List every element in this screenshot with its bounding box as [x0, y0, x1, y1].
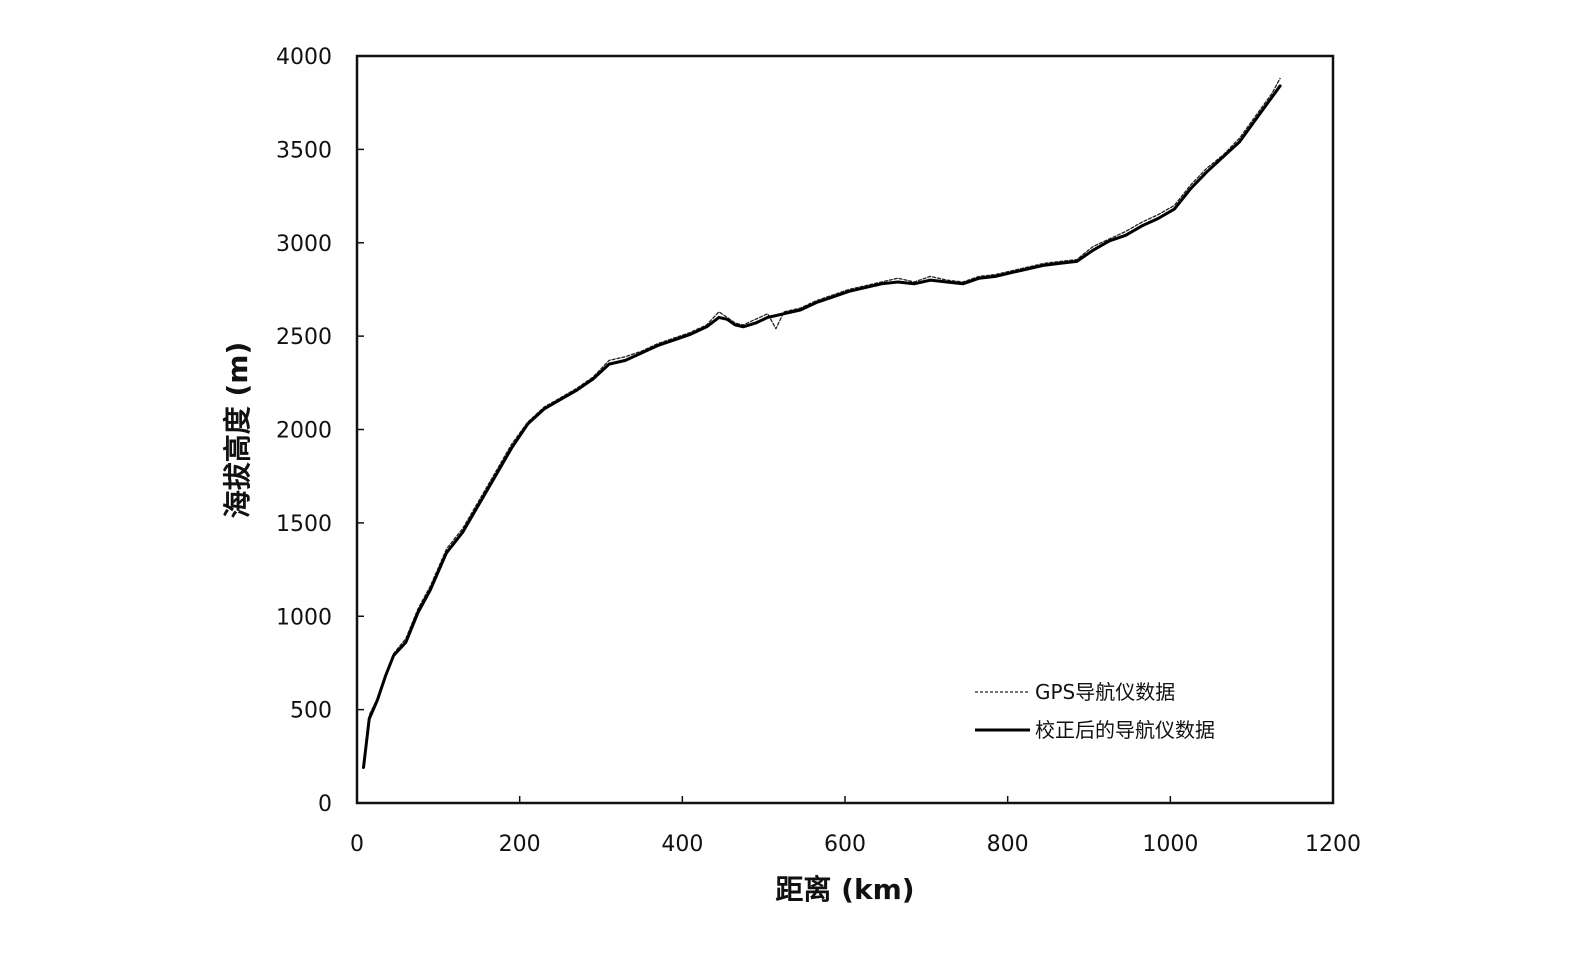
y-tick-label: 2000 [276, 419, 332, 444]
x-axis-title: 距离 (km) [775, 873, 914, 906]
series-layer [362, 77, 1282, 769]
legend: GPS导航仪数据 校正后的导航仪数据 [975, 680, 1215, 742]
y-tick-label: 1500 [276, 512, 332, 537]
y-tick-label: 3500 [276, 138, 332, 163]
x-tick-label: 1200 [1305, 832, 1361, 857]
x-tick-label: 0 [350, 832, 364, 857]
x-axis-ticks: 0 200 400 600 800 1000 1200 [350, 796, 1361, 857]
y-tick-label: 3000 [276, 232, 332, 257]
y-axis-ticks: 0 500 1000 1500 2000 2500 3000 3500 4000 [276, 45, 364, 817]
x-tick-label: 800 [987, 832, 1029, 857]
series-line-corrected [362, 84, 1282, 769]
legend-label-corrected: 校正后的导航仪数据 [1035, 718, 1215, 742]
y-tick-label: 500 [290, 699, 332, 724]
plot-frame [355, 54, 1335, 805]
x-tick-label: 1000 [1142, 832, 1198, 857]
x-tick-label: 600 [824, 832, 866, 857]
legend-label-gps: GPS导航仪数据 [1035, 680, 1175, 704]
x-tick-label: 200 [499, 832, 541, 857]
y-tick-label: 2500 [276, 325, 332, 350]
y-tick-label: 1000 [276, 605, 332, 630]
series-line-gps [362, 77, 1281, 765]
y-tick-label: 0 [318, 792, 332, 817]
y-axis-title: 海拔高度 (m) [221, 342, 254, 519]
y-tick-label: 4000 [276, 45, 332, 70]
x-tick-label: 400 [661, 832, 703, 857]
